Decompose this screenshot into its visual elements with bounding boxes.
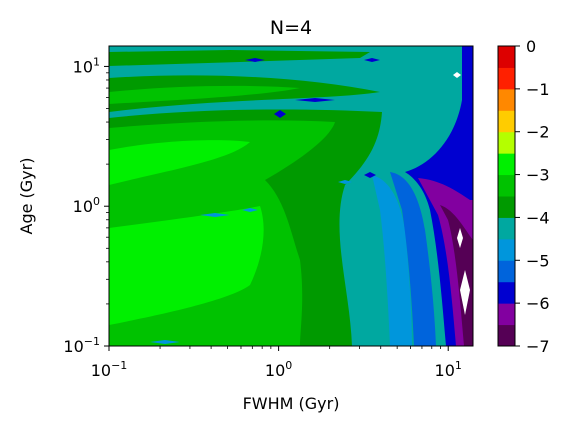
- region-dark-blue-spot-3: [274, 110, 286, 118]
- colorbar-segment: [498, 324, 515, 347]
- region-bright-green: [109, 206, 264, 325]
- colorbar-frame: [497, 45, 516, 347]
- colorbar-segment: [498, 303, 515, 326]
- region-bright-green-upper: [109, 140, 250, 185]
- colorbar-segment: [498, 260, 515, 283]
- colorbar-tick-label: −5: [526, 251, 550, 270]
- colorbar-segment: [498, 46, 515, 68]
- region-light-blue-dip-1: [200, 213, 230, 217]
- region-white-spot-3: [453, 72, 461, 78]
- x-tick-label: 10−1: [91, 359, 128, 380]
- region-blue: [390, 172, 436, 346]
- plot-frame: [108, 45, 474, 347]
- colorbar-segment: [498, 153, 515, 176]
- colorbar: 0 −1 −2 −3 −4 −5 −6 −7: [497, 37, 550, 356]
- colorbar-tick-label: −3: [526, 166, 550, 185]
- colorbar-tick-label: −4: [526, 208, 550, 227]
- x-tick-label: 101: [435, 359, 462, 380]
- colorbar-segment: [498, 131, 515, 154]
- y-axis: 10−1 100 101: [63, 55, 109, 356]
- colorbar-tick-label: −7: [526, 337, 550, 356]
- region-light-blue-dip-4: [150, 340, 180, 344]
- y-axis-label: Age (Gyr): [17, 158, 36, 235]
- region-dark-blue-spot-5: [364, 172, 376, 178]
- contour-plot: [109, 46, 473, 346]
- y-tick-label: 101: [73, 55, 100, 76]
- colorbar-tick-label: −2: [526, 123, 550, 142]
- region-dark-blue-spot-4: [364, 58, 380, 62]
- colorbar-tick-label: −1: [526, 80, 550, 99]
- region-green-upper-band: [109, 85, 300, 104]
- colorbar-segment: [498, 217, 515, 240]
- region-purple: [418, 178, 473, 346]
- colorbar-segment: [498, 196, 515, 218]
- region-light-blue-dip-3: [338, 180, 352, 184]
- region-dark-blue-spot-2: [295, 98, 335, 102]
- region-light-blue-dip-2: [242, 208, 258, 212]
- region-dark-green-upper: [109, 50, 370, 66]
- chart-title: N=4: [270, 17, 312, 39]
- colorbar-tick-label: −6: [526, 294, 550, 313]
- region-white-spot-2: [457, 228, 463, 248]
- colorbar-segment: [498, 110, 515, 133]
- x-axis-label: FWHM (Gyr): [243, 394, 340, 413]
- colorbar-segment: [498, 67, 515, 90]
- region-light-blue-far: [372, 175, 412, 346]
- x-tick-label: 100: [265, 359, 292, 380]
- x-axis: 10−1 100 101: [91, 346, 462, 380]
- y-tick-label: 100: [73, 195, 100, 216]
- colorbar-segment: [498, 174, 515, 197]
- colorbar-segment: [498, 281, 515, 304]
- y-tick-label: 10−1: [63, 335, 100, 356]
- colorbar-tick-label: 0: [526, 37, 536, 56]
- region-white-spot-1: [460, 270, 470, 315]
- colorbar-segment: [498, 238, 515, 261]
- colorbar-segment: [498, 88, 515, 111]
- region-dark-blue-spot-1: [245, 58, 265, 62]
